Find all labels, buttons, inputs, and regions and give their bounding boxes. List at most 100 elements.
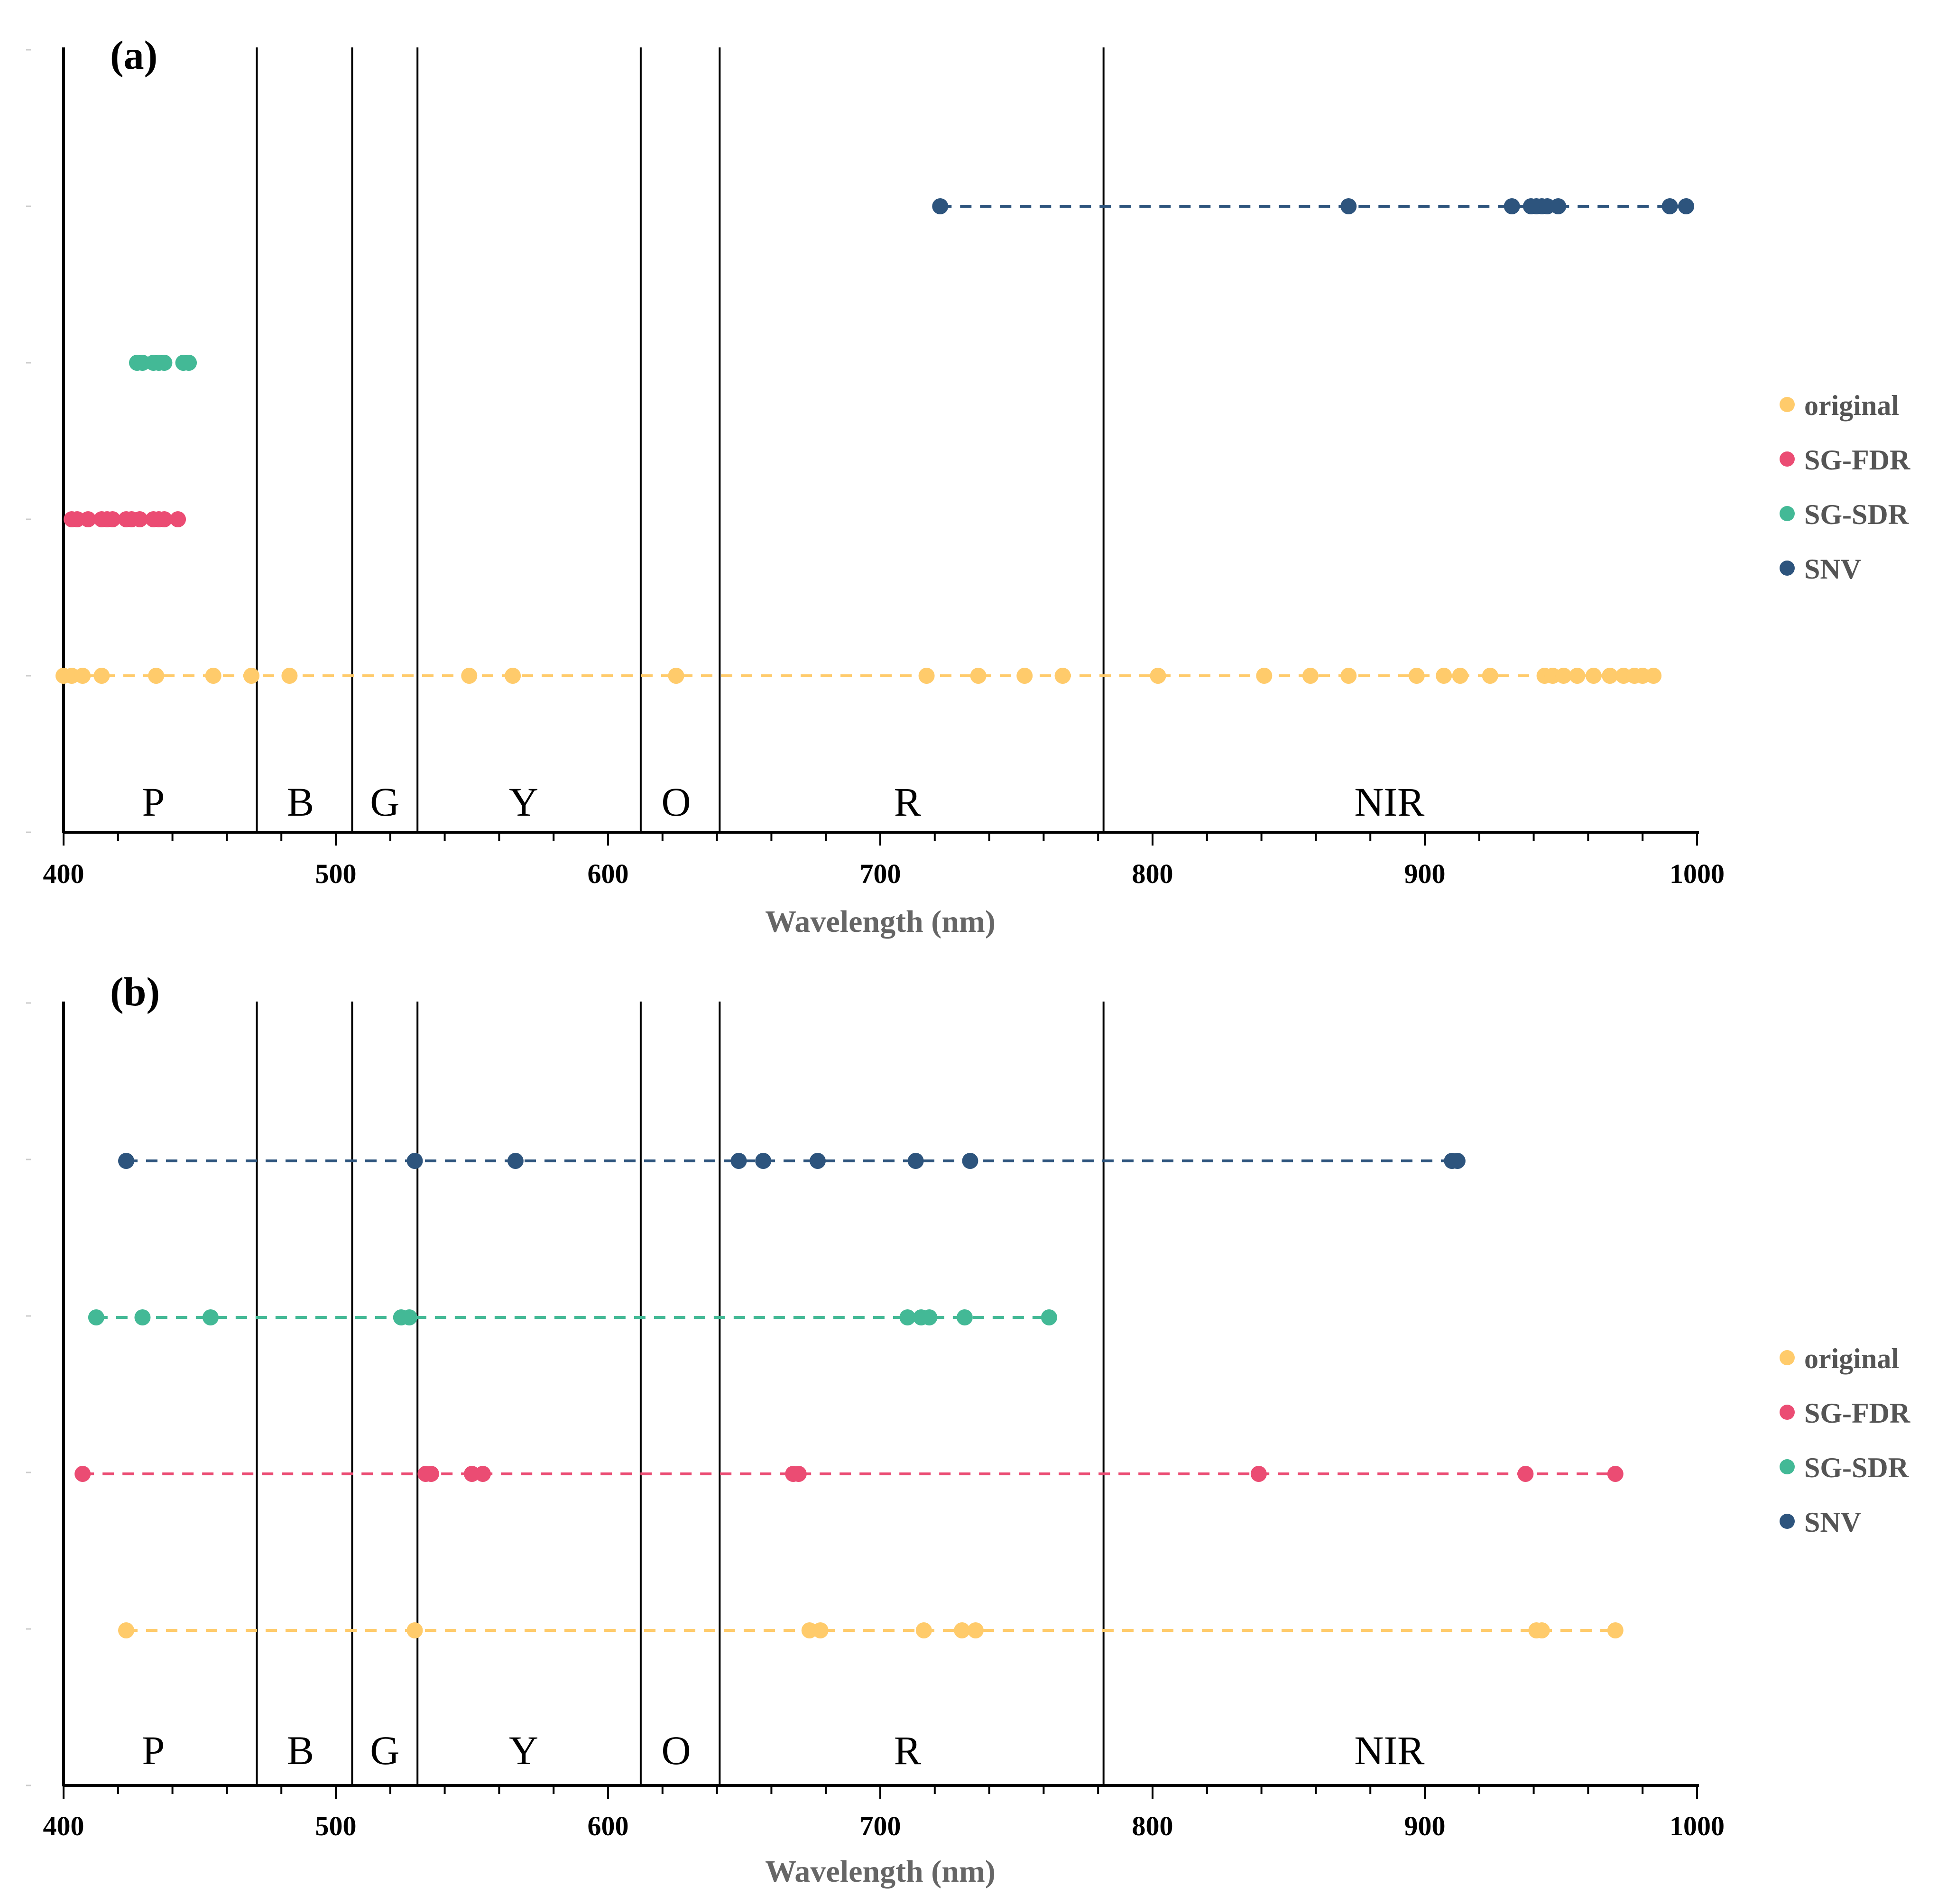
- data-point: [1452, 668, 1468, 684]
- region-label: G: [370, 779, 399, 825]
- legend-label: SG-FDR: [1804, 1398, 1910, 1429]
- data-point: [730, 1153, 747, 1169]
- data-point: [474, 1466, 491, 1482]
- data-point: [134, 1309, 151, 1325]
- x-tick-label: 1000: [1670, 858, 1725, 889]
- data-point: [915, 1622, 932, 1638]
- data-point: [205, 668, 221, 684]
- data-point: [423, 1466, 439, 1482]
- region-label: O: [661, 779, 691, 825]
- legend-label: SG-SDR: [1804, 1452, 1909, 1483]
- data-point: [1569, 668, 1586, 684]
- data-point: [1150, 668, 1166, 684]
- region-label: P: [142, 779, 165, 825]
- data-point: [1250, 1466, 1267, 1482]
- data-point: [967, 1622, 984, 1638]
- x-tick-label: 900: [1404, 1811, 1446, 1841]
- series-sg-sdr: [88, 1309, 1057, 1325]
- data-point: [755, 1153, 772, 1169]
- x-tick-label: 700: [860, 1811, 901, 1841]
- legend-marker: [1780, 1459, 1795, 1474]
- series-sg-fdr: [74, 1466, 1624, 1482]
- data-point: [790, 1466, 807, 1482]
- series-snv: [118, 1153, 1466, 1169]
- x-tick-label: 1000: [1670, 1811, 1725, 1841]
- legend-marker: [1780, 1514, 1795, 1529]
- x-axis-title: Wavelength (nm): [765, 1854, 996, 1889]
- legend-marker: [1780, 397, 1795, 412]
- data-point: [1408, 668, 1425, 684]
- data-point: [401, 1309, 417, 1325]
- data-point: [156, 511, 173, 527]
- data-point: [507, 1153, 524, 1169]
- region-label: B: [287, 1728, 314, 1773]
- x-tick-label: 400: [43, 858, 84, 889]
- data-point: [1585, 668, 1602, 684]
- x-tick-label: 600: [588, 1811, 629, 1841]
- region-label: Y: [509, 779, 538, 825]
- data-point: [812, 1622, 829, 1638]
- data-point: [1645, 668, 1662, 684]
- panel-label: (b): [110, 969, 160, 1014]
- data-point: [281, 668, 298, 684]
- data-point: [1550, 198, 1567, 214]
- data-point: [505, 668, 521, 684]
- data-point: [956, 1309, 973, 1325]
- x-tick-label: 800: [1132, 858, 1173, 889]
- data-point: [932, 198, 949, 214]
- data-point: [1533, 1622, 1550, 1638]
- legend-label: SG-FDR: [1804, 444, 1910, 476]
- series-sg-fdr: [64, 511, 186, 527]
- legend-label: original: [1804, 390, 1899, 421]
- data-point: [1607, 1622, 1624, 1638]
- data-point: [809, 1153, 826, 1169]
- data-point: [80, 511, 96, 527]
- data-point: [1340, 668, 1357, 684]
- series-original: [55, 668, 1662, 684]
- data-point: [668, 668, 684, 684]
- x-tick-label: 500: [315, 858, 357, 889]
- x-tick-label: 800: [1132, 1811, 1173, 1841]
- data-point: [88, 1309, 104, 1325]
- legend-marker: [1780, 1405, 1795, 1420]
- legend-label: SG-SDR: [1804, 499, 1909, 530]
- data-point: [1340, 198, 1357, 214]
- region-label: G: [370, 1728, 399, 1773]
- series-sg-sdr: [129, 355, 197, 371]
- data-point: [156, 355, 173, 371]
- data-point: [406, 1153, 423, 1169]
- panel-b: 400 500 600 700 800 900 1000 Wavelength (nm) (b)…: [26, 969, 1910, 1889]
- region-label: NIR: [1354, 779, 1425, 825]
- data-point: [907, 1153, 924, 1169]
- legend: original SG-FDR SG-SDR SNV: [1780, 390, 1910, 585]
- x-tick-label: 400: [43, 1811, 84, 1841]
- data-point: [921, 1309, 938, 1325]
- data-point: [243, 668, 260, 684]
- series-original: [118, 1622, 1624, 1638]
- data-point: [1555, 668, 1572, 684]
- legend-marker: [1780, 506, 1795, 521]
- data-point: [1517, 1466, 1534, 1482]
- data-point: [461, 668, 478, 684]
- data-point: [1602, 668, 1618, 684]
- region-label: B: [287, 779, 314, 825]
- data-point: [1016, 668, 1033, 684]
- legend-marker: [1780, 1350, 1795, 1365]
- data-point: [202, 1309, 219, 1325]
- data-point: [899, 1309, 916, 1325]
- data-point: [1302, 668, 1319, 684]
- region-label: R: [894, 779, 922, 825]
- data-point: [1436, 668, 1452, 684]
- data-point: [1607, 1466, 1624, 1482]
- data-point: [962, 1153, 978, 1169]
- data-point: [406, 1622, 423, 1638]
- data-point: [1449, 1153, 1466, 1169]
- data-point: [1661, 198, 1678, 214]
- legend: original SG-FDR SG-SDR SNV: [1780, 1343, 1910, 1538]
- data-point: [93, 668, 110, 684]
- data-point: [118, 1622, 135, 1638]
- x-tick-label: 500: [315, 1811, 357, 1841]
- data-point: [1256, 668, 1273, 684]
- legend-marker: [1780, 451, 1795, 467]
